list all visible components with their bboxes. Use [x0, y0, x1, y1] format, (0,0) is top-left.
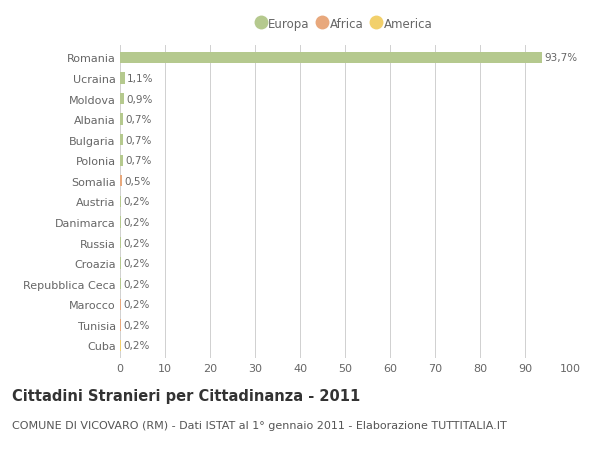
Bar: [120, 53, 542, 64]
Text: 0,2%: 0,2%: [123, 341, 149, 351]
Bar: [120, 155, 123, 167]
Text: 0,7%: 0,7%: [125, 156, 152, 166]
Bar: [120, 73, 125, 84]
Bar: [120, 114, 123, 125]
Bar: [120, 299, 121, 310]
Bar: [120, 319, 121, 331]
Text: 93,7%: 93,7%: [544, 53, 577, 63]
Text: 0,5%: 0,5%: [125, 176, 151, 186]
Bar: [120, 196, 121, 207]
Text: 0,2%: 0,2%: [123, 279, 149, 289]
Text: 0,2%: 0,2%: [123, 218, 149, 228]
Text: Cittadini Stranieri per Cittadinanza - 2011: Cittadini Stranieri per Cittadinanza - 2…: [12, 388, 360, 403]
Text: COMUNE DI VICOVARO (RM) - Dati ISTAT al 1° gennaio 2011 - Elaborazione TUTTITALI: COMUNE DI VICOVARO (RM) - Dati ISTAT al …: [12, 420, 507, 430]
Text: 0,2%: 0,2%: [123, 258, 149, 269]
Bar: [120, 134, 123, 146]
Bar: [120, 258, 121, 269]
Text: 0,7%: 0,7%: [125, 135, 152, 146]
Bar: [120, 176, 122, 187]
Text: 0,9%: 0,9%: [127, 94, 152, 104]
Text: 0,2%: 0,2%: [123, 320, 149, 330]
Bar: [120, 237, 121, 249]
Text: 0,2%: 0,2%: [123, 300, 149, 310]
Bar: [120, 217, 121, 228]
Text: 0,2%: 0,2%: [123, 238, 149, 248]
Bar: [120, 94, 124, 105]
Bar: [120, 279, 121, 290]
Bar: [120, 340, 121, 351]
Text: 0,2%: 0,2%: [123, 197, 149, 207]
Text: 1,1%: 1,1%: [127, 74, 154, 84]
Legend: Europa, Africa, America: Europa, Africa, America: [254, 14, 436, 34]
Text: 0,7%: 0,7%: [125, 115, 152, 125]
